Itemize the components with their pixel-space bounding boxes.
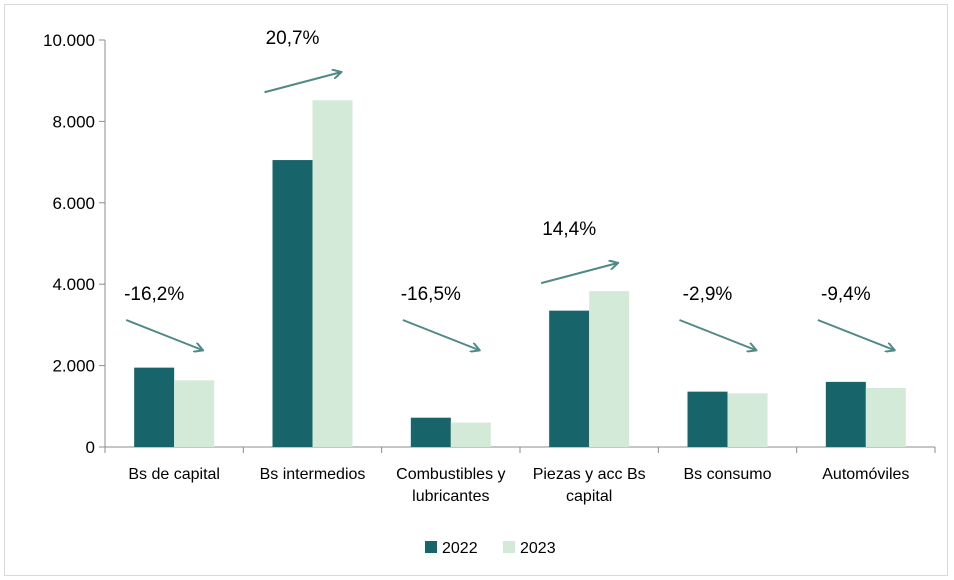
percent-change-label: -16,2% (124, 284, 184, 305)
trend-arrow (817, 319, 894, 350)
trend-arrow (125, 319, 202, 350)
y-tick-label: 0 (86, 438, 95, 457)
y-tick-label: 4.000 (52, 275, 95, 294)
bar-2023 (727, 393, 768, 447)
percent-change-label: -16,5% (401, 284, 461, 305)
legend-swatch-2023 (503, 541, 515, 553)
x-category-label: Automóviles (822, 466, 909, 483)
bar-2022 (825, 381, 866, 447)
legend: 2022 2023 (425, 540, 556, 557)
percent-change-label: 20,7% (266, 28, 320, 49)
trend-arrow (402, 319, 479, 350)
trend-arrow (540, 263, 617, 285)
legend-swatch-2022 (425, 541, 437, 553)
trend-arrow (679, 319, 756, 350)
y-tick-label: 10.000 (43, 31, 95, 50)
y-tick-label: 6.000 (52, 194, 95, 213)
x-category-label: Bs intermedios (260, 466, 366, 483)
x-category-label: Piezas y acc Bs (533, 466, 646, 483)
x-category-label: capital (566, 488, 612, 505)
percent-change-label: -9,4% (821, 284, 871, 305)
trend-arrow (264, 72, 341, 94)
chart-frame (4, 4, 948, 576)
bar-2023 (312, 100, 353, 448)
x-category-label: Combustibles y (396, 466, 505, 483)
bar-2022 (549, 310, 590, 447)
bar-2022 (410, 417, 451, 447)
x-axis: Bs de capital Bs intermedios Combustibles … (104, 446, 936, 505)
annotations: -16,2% 20,7% -16,5% 14,4% -2,9% -9,4% (124, 28, 894, 350)
bars (134, 100, 906, 448)
x-category-label: Bs consumo (683, 466, 771, 483)
y-tick-label: 2.000 (52, 357, 95, 376)
legend-label-2022: 2022 (442, 540, 478, 557)
bar-2022 (134, 367, 175, 447)
bar-2023 (450, 422, 491, 447)
percent-change-label: -2,9% (683, 284, 733, 305)
bar-2023 (174, 380, 215, 447)
y-tick-label: 8.000 (52, 112, 95, 131)
bar-2022 (272, 160, 313, 447)
bar-2023 (589, 291, 630, 447)
bar-2022 (687, 391, 728, 447)
bar-2023 (865, 387, 906, 447)
x-category-label: lubricantes (412, 488, 489, 505)
percent-change-label: 14,4% (542, 219, 596, 240)
legend-label-2023: 2023 (520, 540, 556, 557)
x-category-label: Bs de capital (128, 466, 220, 483)
y-axis: 0 2.000 4.000 6.000 8.000 10.000 (43, 31, 106, 457)
